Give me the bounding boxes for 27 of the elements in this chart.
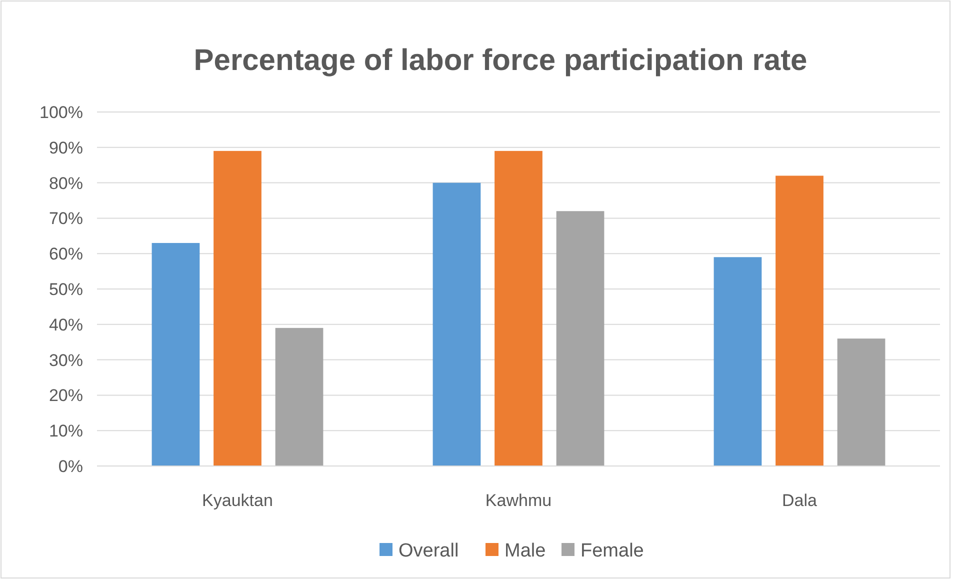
y-tick-label: 50% [48, 280, 83, 299]
bar [556, 211, 604, 466]
y-tick-label: 100% [40, 102, 83, 122]
x-tick-label: Kyauktan [202, 491, 273, 510]
bar [837, 338, 886, 466]
bar [275, 328, 324, 466]
y-tick-label: 40% [48, 315, 83, 334]
x-tick-label: Dala [782, 491, 818, 510]
bar [714, 257, 762, 466]
x-tick-label: Kawhmu [485, 491, 552, 510]
legend-label: Female [580, 540, 644, 562]
legend-label: Overall [398, 540, 459, 562]
y-tick-label: 60% [48, 244, 83, 264]
y-tick-label: 90% [48, 138, 83, 158]
y-tick-label: 30% [48, 350, 83, 370]
legend-label: Male [504, 540, 546, 562]
y-tick-label: 20% [48, 386, 83, 406]
bar [432, 182, 481, 466]
chart-title: Percentage of labor force participation rate [194, 44, 808, 77]
y-tick-label: 0% [58, 456, 83, 476]
y-tick-label: 10% [48, 422, 83, 441]
bar [152, 242, 200, 466]
y-tick-label: 70% [48, 209, 83, 228]
bar [776, 176, 824, 466]
bar [214, 150, 262, 466]
y-tick-label: 80% [48, 174, 83, 193]
bar [494, 150, 542, 466]
